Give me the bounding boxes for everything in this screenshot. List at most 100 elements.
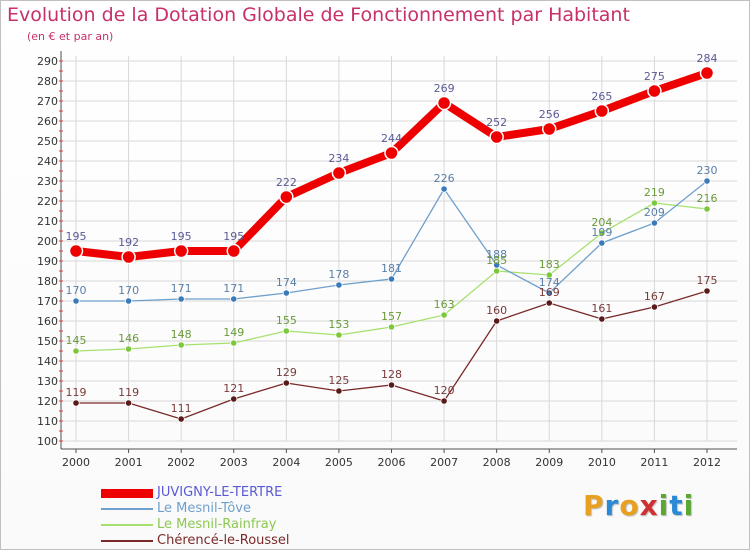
x-tick-label: 2000 <box>62 456 90 469</box>
data-point <box>335 387 343 395</box>
data-label: 163 <box>434 298 455 311</box>
data-point <box>230 339 238 347</box>
data-label: 170 <box>118 284 139 297</box>
data-label: 244 <box>381 132 402 145</box>
legend-label: Le Mesnil-Rainfray <box>157 517 277 532</box>
data-label: 170 <box>66 284 87 297</box>
y-tick-label: 160 <box>37 315 58 328</box>
y-tick-label: 240 <box>37 155 58 168</box>
data-label: 171 <box>223 282 244 295</box>
data-label: 219 <box>644 186 665 199</box>
data-point <box>279 189 294 205</box>
data-point <box>440 397 448 405</box>
legend-label: Chérencé-le-Roussel <box>157 533 290 548</box>
chart-title: Evolution de la Dotation Globale de Fonc… <box>7 4 630 26</box>
x-tick-label: 2006 <box>378 456 406 469</box>
data-label: 146 <box>118 332 139 345</box>
data-label: 174 <box>276 276 297 289</box>
x-tick-label: 2001 <box>115 456 143 469</box>
logo-letter: P <box>583 489 605 522</box>
data-point <box>177 415 185 423</box>
data-point <box>384 145 399 161</box>
y-tick-label: 200 <box>37 235 58 248</box>
data-point <box>647 83 662 99</box>
data-label: 155 <box>276 314 297 327</box>
data-point <box>650 219 659 227</box>
data-label: 209 <box>644 206 665 219</box>
data-point <box>699 65 715 81</box>
y-tick-label: 110 <box>37 415 58 428</box>
data-point <box>542 121 557 137</box>
data-label: 145 <box>66 334 87 347</box>
data-label: 199 <box>591 226 612 239</box>
legend-swatch <box>101 524 153 526</box>
data-point <box>387 275 396 283</box>
legend-swatch <box>101 540 153 542</box>
data-point <box>226 243 241 259</box>
x-tick-label: 2005 <box>325 456 353 469</box>
data-label: 216 <box>697 192 718 205</box>
data-label: 188 <box>486 248 507 261</box>
y-tick-label: 260 <box>37 115 58 128</box>
data-point <box>173 243 189 259</box>
data-point <box>230 295 238 303</box>
data-label: 222 <box>276 176 297 189</box>
legend-label: JUVIGNY-LE-TERTRE <box>157 485 283 500</box>
data-point <box>489 129 504 145</box>
data-point <box>335 331 343 339</box>
x-tick-label: 2012 <box>693 456 721 469</box>
data-point <box>703 287 711 295</box>
data-label: 185 <box>486 254 507 267</box>
data-label: 175 <box>697 274 718 287</box>
y-tick-label: 170 <box>37 295 58 308</box>
data-label: 230 <box>697 164 718 177</box>
data-label: 160 <box>486 304 507 317</box>
data-label: 119 <box>118 386 139 399</box>
data-point <box>230 395 238 403</box>
y-tick-label: 220 <box>37 195 58 208</box>
y-tick-label: 120 <box>37 395 58 408</box>
data-point <box>124 345 133 353</box>
data-label: 167 <box>644 290 665 303</box>
x-tick-label: 2008 <box>483 456 511 469</box>
y-tick-label: 290 <box>37 55 58 68</box>
data-point <box>387 381 396 389</box>
data-label: 161 <box>591 302 612 315</box>
data-point <box>331 165 347 181</box>
data-point <box>493 267 501 275</box>
data-label: 128 <box>381 368 402 381</box>
data-point <box>121 249 136 265</box>
data-label: 195 <box>171 230 192 243</box>
y-tick-label: 130 <box>37 375 58 388</box>
data-label: 129 <box>276 366 297 379</box>
data-point <box>335 281 343 289</box>
data-label: 119 <box>66 386 87 399</box>
data-label: 153 <box>328 318 349 331</box>
data-label: 148 <box>171 328 192 341</box>
data-label: 234 <box>328 152 349 165</box>
logo-letter: i <box>658 489 670 522</box>
chart-subtitle: (en € et par an) <box>27 30 114 43</box>
data-point <box>440 311 448 319</box>
y-tick-label: 140 <box>37 355 58 368</box>
data-point <box>598 229 606 237</box>
y-tick-label: 180 <box>37 275 58 288</box>
y-tick-label: 190 <box>37 255 58 268</box>
data-point <box>177 295 185 303</box>
data-point <box>545 289 553 297</box>
data-point <box>72 297 80 305</box>
y-tick-label: 250 <box>37 135 58 148</box>
data-point <box>282 289 290 297</box>
data-label: 195 <box>223 230 244 243</box>
data-label: 111 <box>171 402 192 415</box>
data-label: 125 <box>328 374 349 387</box>
data-label: 181 <box>381 262 402 275</box>
data-point <box>545 299 553 307</box>
data-point <box>72 399 80 407</box>
data-point <box>68 243 84 259</box>
data-label: 275 <box>644 70 665 83</box>
logo-letter: r <box>604 489 620 522</box>
logo-letter: o <box>619 489 640 522</box>
